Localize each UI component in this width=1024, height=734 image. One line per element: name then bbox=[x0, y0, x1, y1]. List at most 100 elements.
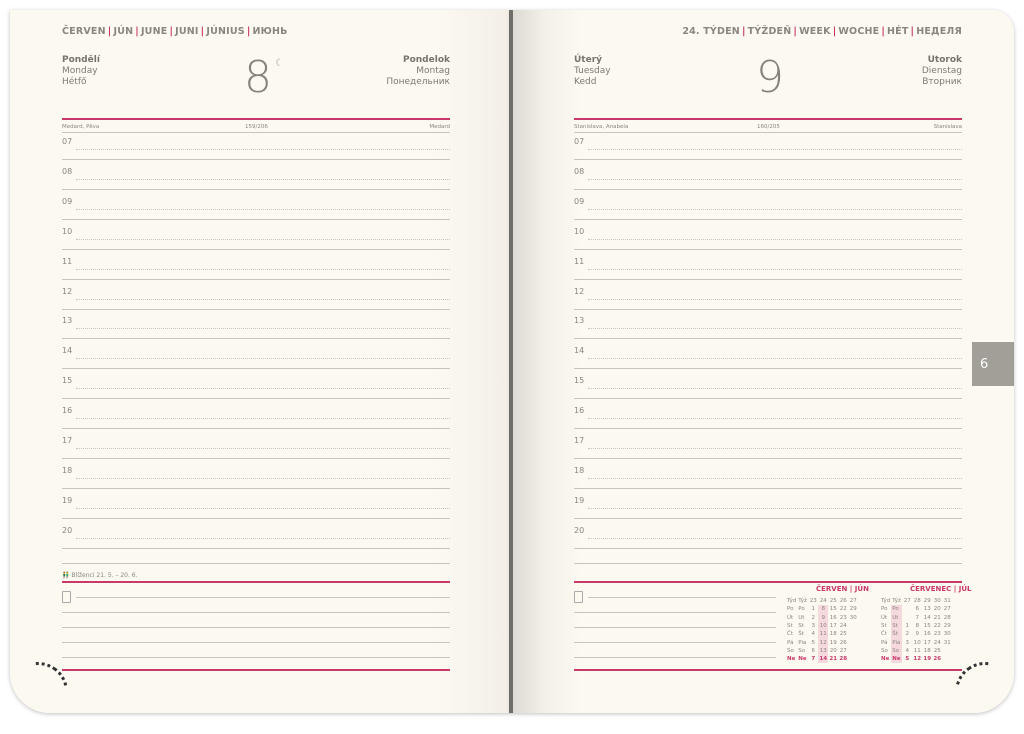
hour-rule bbox=[62, 188, 450, 190]
calendar-cell: Ut bbox=[798, 614, 805, 621]
mini-calendar-title: ČERVEN | JÚN bbox=[816, 585, 869, 593]
hour-label: 19 bbox=[62, 495, 73, 505]
calendar-cell: 23 bbox=[933, 631, 941, 638]
day-names-left: Pondělí Monday Hétfő bbox=[62, 55, 100, 88]
hour-rule bbox=[574, 398, 962, 400]
calendar-cell bbox=[848, 622, 858, 630]
day-names-right: Pondelok Montag Понедельник bbox=[386, 55, 450, 88]
calendar-row: Týd Týž 27 28 29 30 31 bbox=[880, 597, 952, 605]
calendar-cell: St bbox=[891, 621, 903, 631]
half-hour-rule bbox=[588, 178, 962, 180]
half-hour-rule bbox=[588, 448, 962, 449]
note-rule bbox=[574, 612, 776, 613]
hour-label: 07 bbox=[574, 137, 585, 146]
hour-rule bbox=[62, 368, 450, 370]
hour-rule bbox=[574, 188, 962, 190]
calendar-cell: Pia bbox=[798, 639, 807, 646]
calendar-cell: 12 bbox=[913, 656, 922, 663]
half-hour-rule bbox=[588, 388, 962, 390]
calendar-cell: 7 bbox=[915, 614, 920, 621]
hour-rule bbox=[574, 487, 962, 489]
note-rule bbox=[574, 642, 776, 643]
calendar-cell: 18 bbox=[829, 631, 837, 638]
separator: | bbox=[107, 26, 112, 37]
calendar-row: Út Ut 2 9 16 23 30 bbox=[786, 613, 858, 622]
day-name-ru: Вторник bbox=[922, 77, 962, 87]
calendar-cell: 11 bbox=[818, 630, 829, 639]
hour-label: 18 bbox=[62, 465, 73, 475]
calendar-cell: 24 bbox=[839, 623, 847, 630]
hour-label: 15 bbox=[574, 376, 585, 386]
hour-rule bbox=[62, 398, 450, 400]
day-count: 159/206 bbox=[245, 124, 268, 130]
hour-rule bbox=[574, 278, 962, 280]
half-hour-rule bbox=[76, 507, 450, 509]
notes-red-rule bbox=[62, 581, 450, 583]
hour-rule bbox=[62, 517, 450, 519]
half-hour-rule bbox=[76, 298, 450, 300]
separator: | bbox=[793, 26, 798, 37]
hour-rule bbox=[574, 428, 962, 430]
calendar-cell bbox=[848, 630, 858, 638]
calendar-cell: Čt bbox=[787, 631, 793, 638]
nameday-cz: Stanislava, Anabela bbox=[574, 124, 629, 130]
calendar-cell: 17 bbox=[923, 639, 931, 646]
calendar-cell: 2 bbox=[905, 631, 910, 638]
half-hour-rule bbox=[588, 358, 962, 360]
calendar-cell: 5 bbox=[905, 656, 910, 663]
half-hour-rule bbox=[76, 268, 450, 270]
half-hour-rule bbox=[76, 448, 450, 449]
calendar-cell: 20 bbox=[829, 647, 837, 654]
day-name-en: Monday bbox=[62, 66, 98, 76]
calendar-cell: 1 bbox=[905, 623, 910, 630]
calendar-row: St St 3 10 17 24 bbox=[786, 621, 858, 631]
calendar-cell: 4 bbox=[811, 631, 816, 638]
calendar-cell: Týd bbox=[881, 598, 891, 605]
calendar-cell: 24 bbox=[933, 639, 941, 646]
calendar-cell: 10 bbox=[913, 639, 921, 646]
hour-rule bbox=[62, 458, 450, 459]
note-rule bbox=[574, 657, 776, 658]
nameday-sk: Stanislava bbox=[933, 124, 962, 130]
separator: | bbox=[881, 26, 885, 37]
calendar-cell: 31 bbox=[943, 639, 951, 646]
calendar-cell: 15 bbox=[923, 623, 931, 630]
calendar-cell bbox=[902, 605, 912, 613]
half-hour-rule bbox=[76, 328, 450, 330]
hour-rule bbox=[574, 338, 962, 340]
calendar-row: Ne Ne 7 14 21 28 bbox=[786, 655, 858, 664]
calendar-cell: Ne bbox=[798, 656, 807, 663]
separator: | bbox=[741, 26, 746, 37]
calendar-row: Ne Ne 5 12 19 26 bbox=[880, 655, 952, 664]
left-page bbox=[10, 10, 511, 713]
half-hour-rule bbox=[588, 328, 962, 330]
calendar-cell: 27 bbox=[903, 598, 911, 605]
calendar-cell bbox=[942, 647, 952, 655]
header-item: JÚN bbox=[113, 26, 134, 37]
month-tab[interactable]: 6 bbox=[972, 342, 1014, 386]
calendar-cell: 14 bbox=[818, 655, 829, 664]
note-icon bbox=[574, 591, 583, 603]
day-name-cz: Úterý bbox=[574, 55, 603, 65]
calendar-cell: 12 bbox=[818, 638, 829, 647]
calendar-cell: 29 bbox=[943, 623, 951, 630]
day-number: 8 bbox=[244, 52, 272, 103]
calendar-cell: Št bbox=[798, 631, 804, 638]
half-hour-rule bbox=[588, 268, 962, 270]
calendar-cell bbox=[848, 638, 858, 646]
header-item: WEEK bbox=[799, 26, 831, 37]
half-hour-rule bbox=[588, 507, 962, 509]
calendar-cell: 10 bbox=[818, 621, 829, 631]
separator: | bbox=[135, 26, 139, 37]
calendar-row: Čt Št 4 11 18 25 bbox=[786, 630, 858, 639]
separator: | bbox=[832, 26, 837, 37]
zodiac-text: Blíženci 21. 5. – 20. 6. bbox=[71, 572, 138, 579]
mini-calendar-title: ČERVENEC | JÚL bbox=[910, 585, 972, 593]
header-item: НЕДЕЛЯ bbox=[916, 26, 962, 37]
half-hour-rule bbox=[588, 418, 962, 420]
calendar-cell: Týž bbox=[892, 598, 901, 605]
calendar-cell: 13 bbox=[923, 606, 931, 613]
calendar-cell: 17 bbox=[829, 623, 837, 630]
header-item: JÚNIUS bbox=[206, 26, 245, 37]
half-hour-rule bbox=[588, 537, 962, 539]
